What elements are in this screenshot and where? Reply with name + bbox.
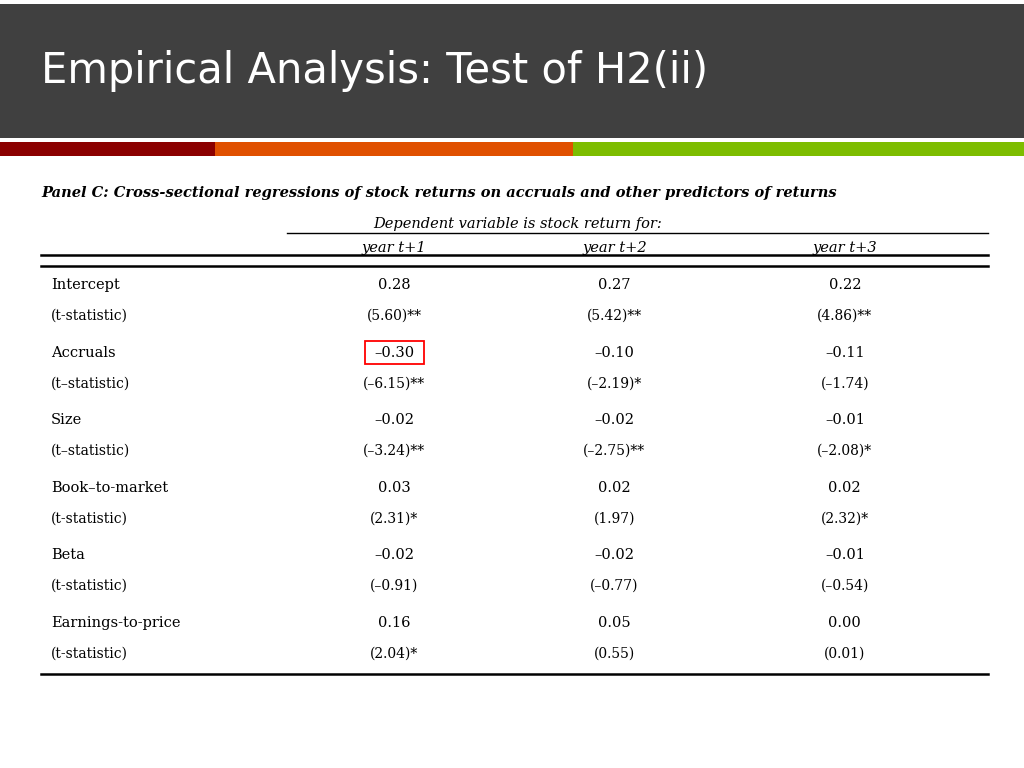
Text: (5.42)**: (5.42)** bbox=[587, 309, 642, 323]
Text: –0.02: –0.02 bbox=[374, 548, 415, 562]
Text: 0.02: 0.02 bbox=[598, 481, 631, 495]
Text: Dependent variable is stock return for:: Dependent variable is stock return for: bbox=[373, 217, 662, 230]
Text: –0.02: –0.02 bbox=[594, 413, 635, 427]
Text: (–3.24)**: (–3.24)** bbox=[364, 444, 425, 458]
Text: (t-statistic): (t-statistic) bbox=[51, 309, 128, 323]
Text: (t-statistic): (t-statistic) bbox=[51, 511, 128, 525]
Text: (t–statistic): (t–statistic) bbox=[51, 444, 130, 458]
Text: (1.97): (1.97) bbox=[594, 511, 635, 525]
Text: 0.22: 0.22 bbox=[828, 278, 861, 292]
Text: (t-statistic): (t-statistic) bbox=[51, 579, 128, 593]
Text: –0.11: –0.11 bbox=[825, 346, 864, 359]
Text: 0.28: 0.28 bbox=[378, 278, 411, 292]
Text: (–2.75)**: (–2.75)** bbox=[584, 444, 645, 458]
Text: –0.01: –0.01 bbox=[825, 413, 864, 427]
Text: (–2.08)*: (–2.08)* bbox=[817, 444, 872, 458]
Text: Size: Size bbox=[51, 413, 83, 427]
Text: –0.02: –0.02 bbox=[594, 548, 635, 562]
Text: Panel C: Cross-sectional regressions of stock returns on accruals and other pred: Panel C: Cross-sectional regressions of … bbox=[41, 186, 837, 200]
Text: year t+1: year t+1 bbox=[361, 241, 427, 255]
Text: (–0.77): (–0.77) bbox=[590, 579, 639, 593]
Text: (–6.15)**: (–6.15)** bbox=[364, 376, 425, 390]
Text: (–1.74): (–1.74) bbox=[820, 376, 869, 390]
Text: Earnings-to-price: Earnings-to-price bbox=[51, 616, 180, 630]
Text: (t–statistic): (t–statistic) bbox=[51, 376, 130, 390]
Text: Empirical Analysis: Test of H2(ii): Empirical Analysis: Test of H2(ii) bbox=[41, 50, 708, 92]
Text: (t-statistic): (t-statistic) bbox=[51, 647, 128, 660]
Text: (–2.19)*: (–2.19)* bbox=[587, 376, 642, 390]
Text: (5.60)**: (5.60)** bbox=[367, 309, 422, 323]
Text: –0.10: –0.10 bbox=[595, 346, 634, 359]
Text: Beta: Beta bbox=[51, 548, 85, 562]
Text: (–0.54): (–0.54) bbox=[820, 579, 869, 593]
Text: –0.02: –0.02 bbox=[374, 413, 415, 427]
Text: Intercept: Intercept bbox=[51, 278, 120, 292]
Text: –0.30: –0.30 bbox=[374, 346, 415, 359]
Text: (2.31)*: (2.31)* bbox=[370, 511, 419, 525]
Text: year t+3: year t+3 bbox=[812, 241, 878, 255]
Text: 0.16: 0.16 bbox=[378, 616, 411, 630]
Text: 0.02: 0.02 bbox=[828, 481, 861, 495]
Text: 0.00: 0.00 bbox=[828, 616, 861, 630]
Text: 0.05: 0.05 bbox=[598, 616, 631, 630]
Text: year t+2: year t+2 bbox=[582, 241, 647, 255]
Text: –0.01: –0.01 bbox=[825, 548, 864, 562]
Text: (4.86)**: (4.86)** bbox=[817, 309, 872, 323]
Text: (2.04)*: (2.04)* bbox=[370, 647, 419, 660]
Text: (0.55): (0.55) bbox=[594, 647, 635, 660]
Text: (0.01): (0.01) bbox=[824, 647, 865, 660]
Text: (2.32)*: (2.32)* bbox=[821, 511, 868, 525]
Text: Accruals: Accruals bbox=[51, 346, 116, 359]
Text: 0.27: 0.27 bbox=[598, 278, 631, 292]
Text: Book–to-market: Book–to-market bbox=[51, 481, 168, 495]
Text: 0.03: 0.03 bbox=[378, 481, 411, 495]
Text: (–0.91): (–0.91) bbox=[370, 579, 419, 593]
